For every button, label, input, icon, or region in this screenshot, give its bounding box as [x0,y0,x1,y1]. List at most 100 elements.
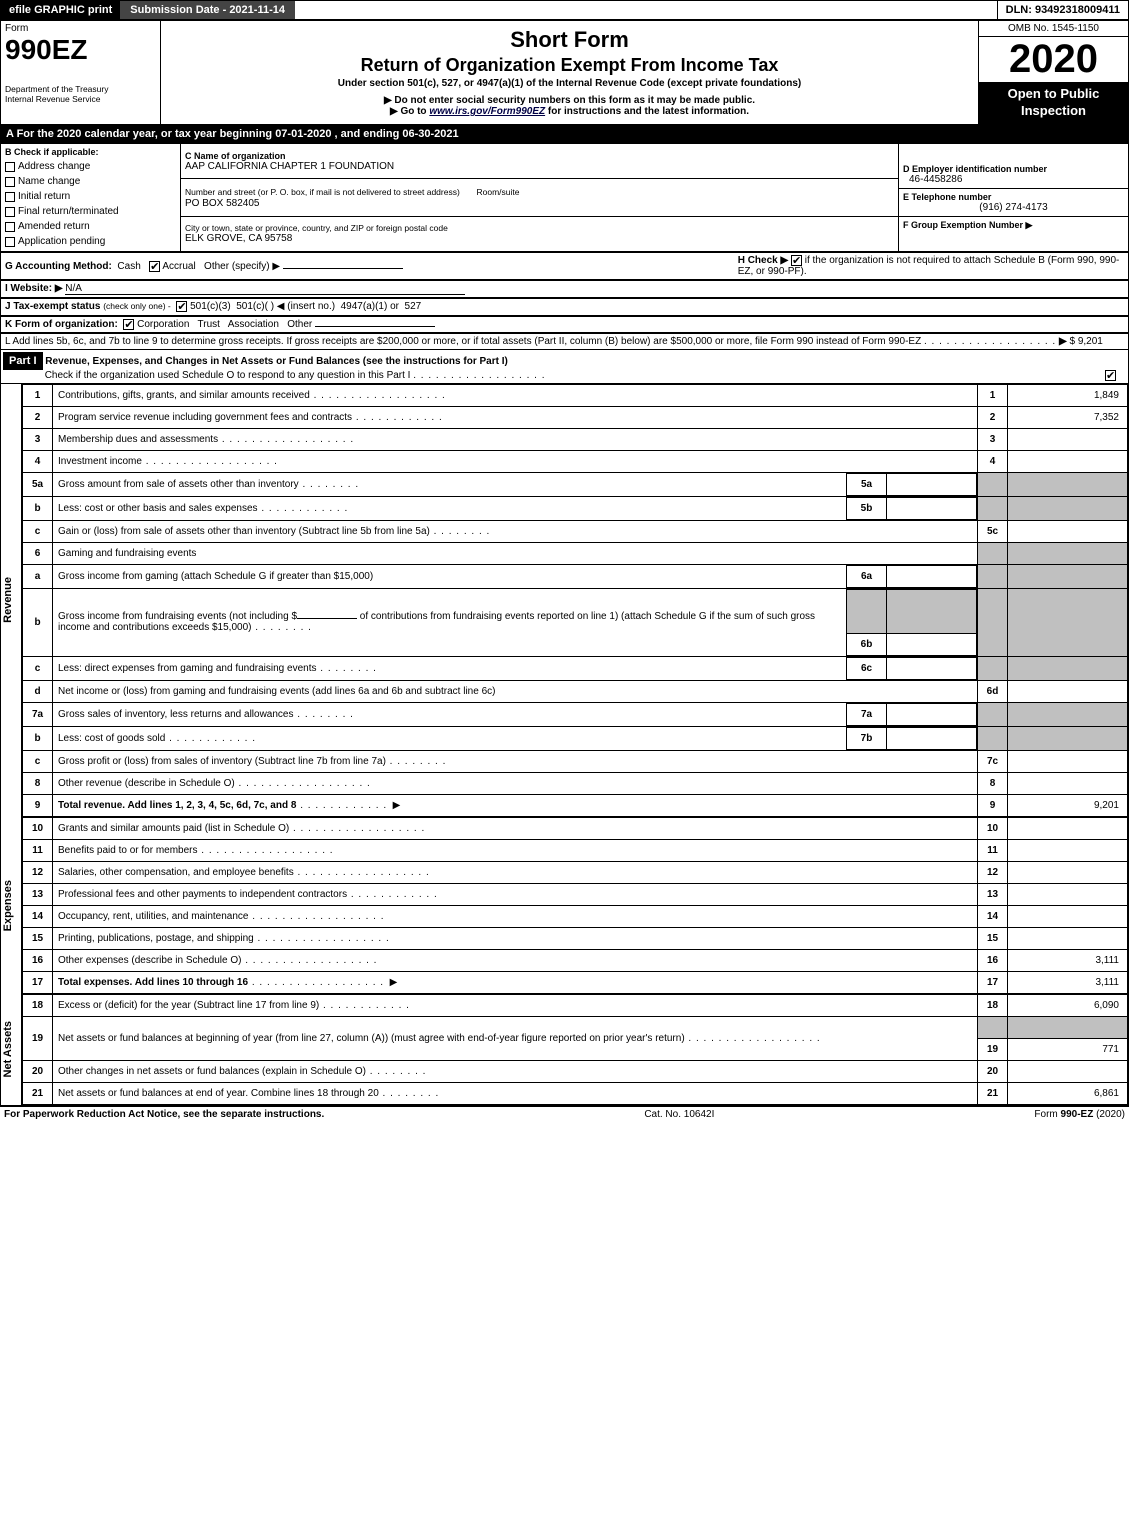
box-e-label: E Telephone number [903,192,1124,202]
expenses-table: 10Grants and similar amounts paid (list … [22,817,1128,994]
street-label: Number and street (or P. O. box, if mail… [185,187,460,197]
line-i-label: I Website: ▶ [5,283,63,294]
net-assets-side-label: Net Assets [1,994,22,1105]
line-9-value: 9,201 [1008,794,1128,816]
net-assets-table: 18Excess or (deficit) for the year (Subt… [22,994,1128,1105]
revenue-side-label: Revenue [1,384,22,817]
footer-left: For Paperwork Reduction Act Notice, see … [4,1109,324,1120]
revenue-section: Revenue 1Contributions, gifts, grants, a… [0,384,1129,817]
city-value: ELK GROVE, CA 95758 [185,233,894,244]
line-j-sub: (check only one) - [103,302,171,312]
checkbox-accrual[interactable] [149,261,160,272]
line-j: J Tax-exempt status (check only one) - 5… [1,299,1129,315]
checkbox-amended-return[interactable] [5,222,15,232]
line-l-text: L Add lines 5b, 6c, and 7b to line 9 to … [5,336,921,347]
gross-receipts-value: $ 9,201 [1069,336,1102,347]
line-10-value [1008,817,1128,839]
dots [924,336,1056,347]
page-footer: For Paperwork Reduction Act Notice, see … [0,1106,1129,1122]
omb-number: OMB No. 1545-1150 [979,21,1128,37]
line-15-value [1008,927,1128,949]
checkbox-name-change[interactable] [5,177,15,187]
checkbox-schedule-o-used[interactable] [1105,370,1116,381]
header-bar: efile GRAPHIC print Submission Date - 20… [0,0,1129,20]
box-c-label: C Name of organization [185,151,894,161]
checkbox-application-pending[interactable] [5,237,15,247]
checkbox-initial-return[interactable] [5,192,15,202]
line-11-value [1008,839,1128,861]
line-j-label: J Tax-exempt status [5,302,100,313]
box-c-street: Number and street (or P. O. box, if mail… [181,179,899,216]
line-k: K Form of organization: Corporation Trus… [1,316,1129,332]
checkbox-address-change[interactable] [5,162,15,172]
line-16-value: 3,111 [1008,949,1128,971]
title-main: Return of Organization Exempt From Incom… [169,55,970,76]
line-5b-subval [887,497,977,519]
line-19-value: 771 [1008,1038,1128,1060]
warn2-suffix: for instructions and the latest informat… [548,106,749,117]
part-i-check-text: Check if the organization used Schedule … [45,370,411,381]
net-assets-section: Net Assets 18Excess or (deficit) for the… [0,994,1129,1106]
part-i-badge: Part I [3,352,43,370]
warn2-prefix: ▶ Go to [390,106,429,117]
footer-cat-no: Cat. No. 10642I [644,1109,714,1120]
line-g: G Accounting Method: Cash Accrual Other … [1,253,734,280]
form-word: Form [5,23,156,34]
warn-ssn: ▶ Do not enter social security numbers o… [169,95,970,106]
footer-right: Form 990-EZ (2020) [1034,1109,1125,1120]
line-2-value: 7,352 [1008,406,1128,428]
line-1-value: 1,849 [1008,384,1128,406]
line-7a-subval [887,703,977,725]
line-g-label: G Accounting Method: [5,261,112,272]
checkbox-501c3[interactable] [176,301,187,312]
line-21-value: 6,861 [1008,1082,1128,1104]
line-6b-subval [887,633,977,655]
irs-link[interactable]: www.irs.gov/Form990EZ [429,106,545,117]
box-d-e-f: D Employer identification number 46-4458… [899,143,1129,252]
line-l-block: L Add lines 5b, 6c, and 7b to line 9 to … [0,333,1129,350]
line-i: I Website: ▶ N/A [1,281,1129,298]
line-6b-amount [297,618,357,619]
dln-label: DLN: 93492318009411 [997,1,1128,19]
website-value: N/A [65,283,465,295]
box-b: B Check if applicable: Address change Na… [1,143,181,252]
identification-block: B Check if applicable: Address change Na… [0,143,1129,253]
expenses-side-label: Expenses [1,817,22,994]
expenses-section: Expenses 10Grants and similar amounts pa… [0,817,1129,994]
submission-date: Submission Date - 2021-11-14 [120,1,295,19]
form-header-table: Form 990EZ Short Form Return of Organiza… [0,20,1129,125]
line-20-value [1008,1060,1128,1082]
part-i-title: Revenue, Expenses, and Changes in Net As… [45,356,508,367]
line-l: L Add lines 5b, 6c, and 7b to line 9 to … [1,333,1129,349]
line-14-value [1008,905,1128,927]
box-c-city: City or town, state or province, country… [181,216,899,252]
checkbox-schedule-b[interactable] [791,255,802,266]
other-specify-line [283,268,403,269]
city-label: City or town, state or province, country… [185,223,894,233]
checkbox-final-return[interactable] [5,207,15,217]
tax-year: 2020 [979,37,1128,82]
dept-label: Department of the Treasury [5,84,156,94]
g-h-block: G Accounting Method: Cash Accrual Other … [0,252,1129,280]
box-f-label: F Group Exemption Number ▶ [903,220,1124,231]
open-to-public: Open to Public Inspection [979,82,1128,124]
line-k-label: K Form of organization: [5,319,118,330]
efile-label: efile GRAPHIC print [1,1,120,19]
revenue-table: 1Contributions, gifts, grants, and simil… [22,384,1128,817]
line-3-value [1008,428,1128,450]
warn-link-row: ▶ Go to www.irs.gov/Form990EZ for instru… [169,106,970,117]
line-j-block: J Tax-exempt status (check only one) - 5… [0,298,1129,315]
irs-label: Internal Revenue Service [5,94,156,104]
checkbox-corporation[interactable] [123,319,134,330]
line-h-label: H Check ▶ [738,255,788,266]
ein-value: 46-4458286 [903,174,1124,185]
phone-value: (916) 274-4173 [903,202,1124,213]
org-name: AAP CALIFORNIA CHAPTER 1 FOUNDATION [185,161,894,172]
line-7b-subval [887,727,977,749]
title-sub: Under section 501(c), 527, or 4947(a)(1)… [169,78,970,89]
line-h: H Check ▶ if the organization is not req… [734,253,1129,280]
line-5a-subval [887,473,977,495]
line-7c-value [1008,750,1128,772]
line-6a-subval [887,565,977,587]
line-12-value [1008,861,1128,883]
